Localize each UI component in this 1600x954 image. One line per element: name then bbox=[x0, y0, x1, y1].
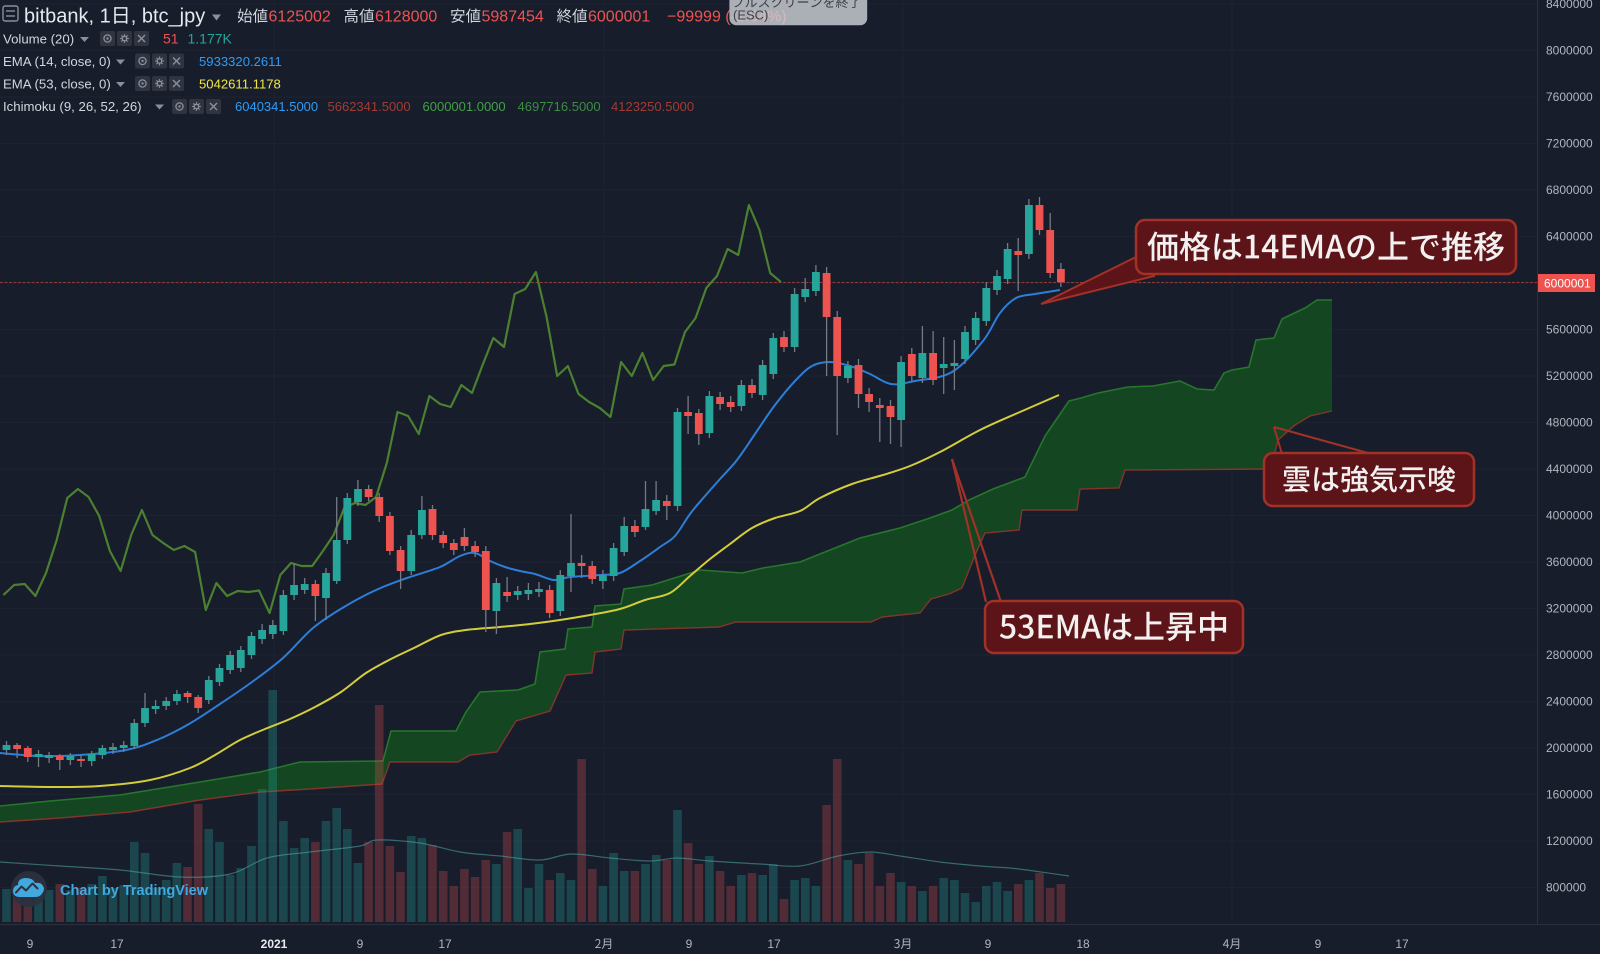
svg-text:EMA (53, close, 0): EMA (53, close, 0) bbox=[3, 77, 111, 92]
svg-text:3600000: 3600000 bbox=[1546, 555, 1593, 569]
svg-text:9: 9 bbox=[985, 937, 992, 951]
svg-text:17: 17 bbox=[438, 937, 452, 951]
svg-text:51: 51 bbox=[163, 31, 179, 47]
svg-text:5042611.1178: 5042611.1178 bbox=[199, 77, 281, 92]
svg-text:9: 9 bbox=[686, 937, 693, 951]
svg-text:5987454: 5987454 bbox=[482, 9, 544, 26]
svg-text:Chart by TradingView: Chart by TradingView bbox=[60, 883, 209, 899]
svg-text:4400000: 4400000 bbox=[1546, 462, 1593, 476]
svg-text:bitbank, 1: bitbank, 1 bbox=[24, 6, 111, 28]
svg-text:6400000: 6400000 bbox=[1546, 230, 1593, 244]
svg-text:2000000: 2000000 bbox=[1546, 741, 1593, 755]
svg-text:6000001.0000: 6000001.0000 bbox=[423, 99, 506, 114]
svg-text:Volume (20): Volume (20) bbox=[3, 32, 74, 47]
svg-text:6800000: 6800000 bbox=[1546, 183, 1593, 197]
svg-text:4800000: 4800000 bbox=[1546, 416, 1593, 430]
svg-text:4123250.5000: 4123250.5000 bbox=[611, 99, 694, 114]
svg-text:(ESC): (ESC) bbox=[733, 8, 768, 23]
svg-text:6000001: 6000001 bbox=[588, 9, 650, 26]
svg-text:6040341.5000: 6040341.5000 bbox=[235, 99, 318, 114]
svg-text:17: 17 bbox=[767, 937, 781, 951]
svg-text:8000000: 8000000 bbox=[1546, 44, 1593, 58]
svg-text:7200000: 7200000 bbox=[1546, 137, 1593, 151]
svg-text:9: 9 bbox=[357, 937, 364, 951]
svg-text:, btc_jpy: , btc_jpy bbox=[131, 6, 205, 28]
svg-text:8400000: 8400000 bbox=[1546, 0, 1593, 11]
svg-text:5600000: 5600000 bbox=[1546, 323, 1593, 337]
svg-text:5200000: 5200000 bbox=[1546, 369, 1593, 383]
svg-text:800000: 800000 bbox=[1546, 881, 1586, 895]
svg-text:7600000: 7600000 bbox=[1546, 90, 1593, 104]
svg-text:1.177K: 1.177K bbox=[188, 31, 233, 47]
svg-text:2400000: 2400000 bbox=[1546, 695, 1593, 709]
svg-text:9: 9 bbox=[1315, 937, 1322, 951]
svg-text:18: 18 bbox=[1076, 937, 1090, 951]
svg-text:6128000: 6128000 bbox=[375, 9, 437, 26]
svg-text:5933320.2611: 5933320.2611 bbox=[199, 54, 282, 69]
svg-text:4697716.5000: 4697716.5000 bbox=[518, 99, 601, 114]
svg-text:1600000: 1600000 bbox=[1546, 788, 1593, 802]
svg-text:6125002: 6125002 bbox=[269, 9, 331, 26]
svg-text:1200000: 1200000 bbox=[1546, 834, 1593, 848]
svg-text:6000001: 6000001 bbox=[1544, 277, 1591, 291]
svg-text:4000000: 4000000 bbox=[1546, 509, 1593, 523]
svg-text:2800000: 2800000 bbox=[1546, 648, 1593, 662]
svg-text:2021: 2021 bbox=[261, 937, 288, 951]
svg-text:17: 17 bbox=[1395, 937, 1409, 951]
svg-text:5662341.5000: 5662341.5000 bbox=[328, 99, 411, 114]
svg-text:17: 17 bbox=[110, 937, 124, 951]
svg-text:9: 9 bbox=[27, 937, 34, 951]
svg-text:EMA (14, close, 0): EMA (14, close, 0) bbox=[3, 54, 111, 69]
svg-text:3200000: 3200000 bbox=[1546, 602, 1593, 616]
svg-text:Ichimoku (9, 26, 52, 26): Ichimoku (9, 26, 52, 26) bbox=[3, 99, 142, 114]
